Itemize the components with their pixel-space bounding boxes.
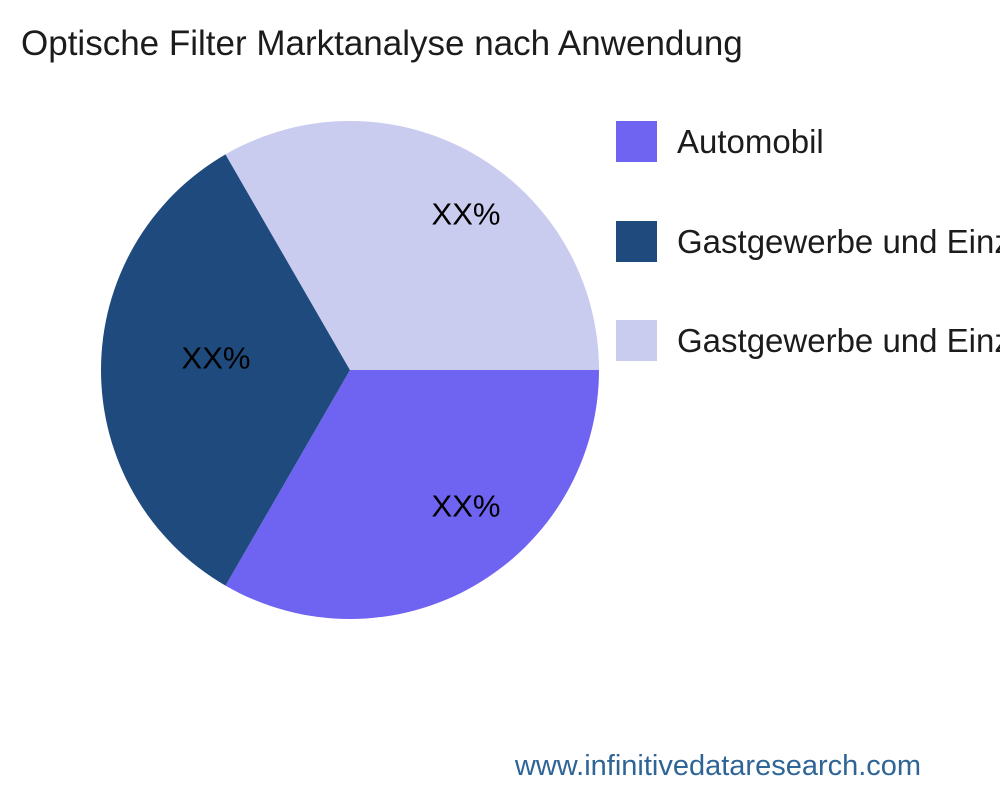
legend-item-gastgewerbe-2: Gastgewerbe und Einz — [616, 320, 1000, 361]
legend-label-automobil: Automobil — [677, 122, 824, 160]
website-link[interactable]: www.infinitivedataresearch.com — [514, 750, 922, 782]
pie-slice-gastgewerbe-2 — [225, 121, 599, 370]
pie-slice-gastgewerbe-1 — [101, 154, 351, 586]
legend-swatch-gastgewerbe-2 — [616, 320, 657, 361]
page-title: Optische Filter Marktanalyse nach Anwend… — [21, 24, 743, 63]
pie-chart: XX% XX% XX% — [101, 121, 599, 619]
slice-value-label: XX% — [182, 341, 251, 376]
slice-value-label: XX% — [432, 489, 501, 524]
slice-value-label: XX% — [432, 197, 501, 232]
legend-item-automobil: Automobil — [616, 121, 824, 162]
legend-item-gastgewerbe-1: Gastgewerbe und Einz — [616, 221, 1000, 262]
legend-swatch-gastgewerbe-1 — [616, 221, 657, 262]
legend-label-gastgewerbe-1: Gastgewerbe und Einz — [677, 222, 1000, 260]
legend-swatch-automobil — [616, 121, 657, 162]
legend-label-gastgewerbe-2: Gastgewerbe und Einz — [677, 321, 1000, 359]
pie-slice-automobil — [225, 370, 599, 619]
